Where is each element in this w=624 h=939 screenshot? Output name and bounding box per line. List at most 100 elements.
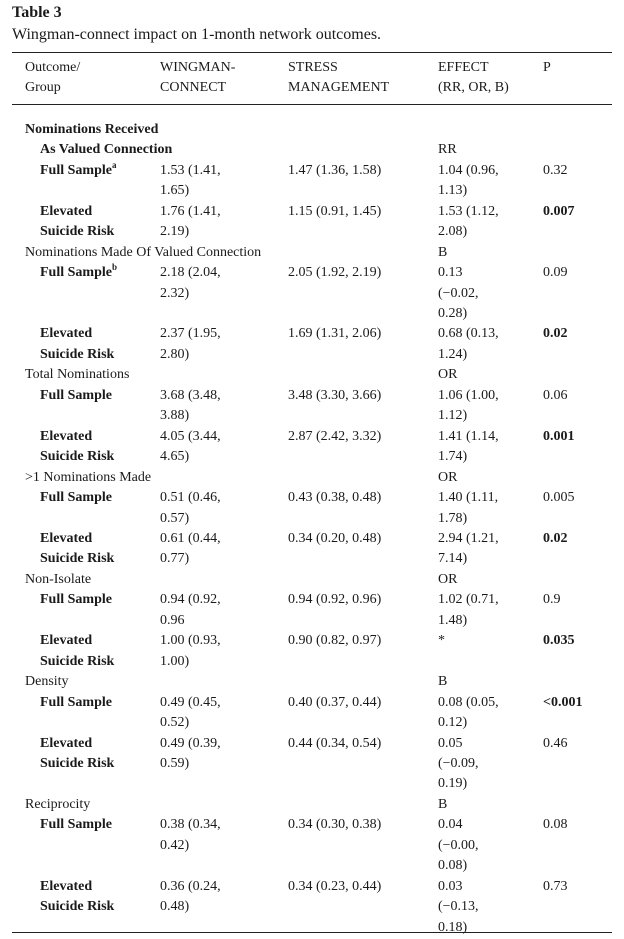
wingman-value: 1.53 (1.41, 1.65) xyxy=(160,162,221,199)
wingman-value: 1.00 (0.93, 1.00) xyxy=(160,633,221,669)
table-row: Full Sample 0.51 (0.46, 0.57) 0.43 (0.38, … xyxy=(25,488,613,529)
stress-value: 3.48 (3.30, 3.66) xyxy=(288,387,382,403)
group-label: Full Sample xyxy=(40,387,112,403)
stress-value: 1.15 (0.91, 1.45) xyxy=(288,203,382,219)
section-row: Non-Isolate OR xyxy=(25,570,613,590)
stress-value: 0.40 (0.37, 0.44) xyxy=(288,694,382,710)
header-wingman: WINGMAN- CONNECT xyxy=(160,60,236,96)
effect-type: B xyxy=(438,796,448,812)
wingman-value: 0.49 (0.39, 0.59) xyxy=(160,735,221,771)
section-label: Nominations Made Of Valued Connection xyxy=(25,244,262,260)
group-label: Full Sample xyxy=(40,490,112,506)
effect-value: * xyxy=(438,633,445,649)
wingman-value: 1.76 (1.41, 2.19) xyxy=(160,203,221,240)
section-label: Density xyxy=(25,674,69,690)
effect-value: 0.05 (−0.09, 0.19) xyxy=(438,735,479,792)
wingman-value: 0.36 (0.24, 0.48) xyxy=(160,878,221,915)
group-label: Elevated Suicide Risk xyxy=(40,203,115,240)
group-cell: Elevated Suicide Risk xyxy=(25,324,160,365)
group-label: Elevated Suicide Risk xyxy=(40,735,115,771)
section-label: Non-Isolate xyxy=(25,571,92,587)
wingman-value: 0.49 (0.45, 0.52) xyxy=(160,694,221,731)
stress-value: 0.34 (0.30, 0.38) xyxy=(288,817,382,833)
effect-type: OR xyxy=(438,469,458,485)
p-cell xyxy=(543,120,613,140)
group-cell: Full Sample xyxy=(25,590,160,631)
header-stress: STRESS MANAGEMENT xyxy=(288,60,390,96)
group-label: Full Sample xyxy=(40,592,112,608)
effect-value: 0.13 (−0.02, 0.28) xyxy=(438,265,479,321)
wingman-value: 0.94 (0.92, 0.96 xyxy=(160,592,221,628)
section-row: Nominations Received xyxy=(25,120,613,140)
section-label: Reciprocity xyxy=(25,796,91,812)
stress-value: 0.94 (0.92, 0.96) xyxy=(288,592,382,608)
bottom-rule xyxy=(12,932,612,933)
table-row: Elevated Suicide Risk 0.49 (0.39, 0.59) 0.… xyxy=(25,734,613,795)
group-cell: Full Sampleb xyxy=(25,263,160,324)
wingman-value: 2.37 (1.95, 2.80) xyxy=(160,326,221,362)
p-value: <0.001 xyxy=(543,694,583,710)
p-value: 0.001 xyxy=(543,428,575,444)
group-cell: Full Sample xyxy=(25,488,160,529)
table-row: Full Sample 0.49 (0.45, 0.52) 0.40 (0.37, … xyxy=(25,693,613,734)
section-label: Nominations Received xyxy=(25,121,159,137)
section-label: Total Nominations xyxy=(25,367,130,383)
section-label: >1 Nominations Made xyxy=(25,469,152,485)
group-cell: Full Sample xyxy=(25,693,160,734)
stress-value: 0.44 (0.34, 0.54) xyxy=(288,735,382,751)
effect-type: B xyxy=(438,674,448,690)
p-cell xyxy=(543,795,613,815)
section-label: As Valued Connection xyxy=(40,142,173,158)
stress-value: 0.34 (0.20, 0.48) xyxy=(288,530,382,546)
results-table: Outcome/ Group WINGMAN- CONNECT STRESS M… xyxy=(25,58,613,938)
group-cell: Elevated Suicide Risk xyxy=(25,877,160,938)
group-cell: Elevated Suicide Risk xyxy=(25,529,160,570)
group-label: Full Sample xyxy=(40,265,112,281)
effect-type: OR xyxy=(438,367,458,383)
effect-type: RR xyxy=(438,142,457,158)
table-row: Elevated Suicide Risk 1.76 (1.41, 2.19) 1.… xyxy=(25,202,613,243)
p-cell xyxy=(543,672,613,692)
p-cell xyxy=(543,570,613,590)
p-value: 0.035 xyxy=(543,633,575,649)
effect-value: 0.08 (0.05, 0.12) xyxy=(438,694,499,731)
p-value: 0.007 xyxy=(543,203,575,219)
stress-value: 2.87 (2.42, 3.32) xyxy=(288,428,382,444)
effect-type xyxy=(438,120,543,140)
wingman-value: 3.68 (3.48, 3.88) xyxy=(160,387,221,424)
stress-value: 2.05 (1.92, 2.19) xyxy=(288,265,382,281)
table-row: Full Sample 0.38 (0.34, 0.42) 0.34 (0.30, … xyxy=(25,815,613,876)
group-label: Elevated Suicide Risk xyxy=(40,530,115,567)
p-value: 0.73 xyxy=(543,878,568,894)
p-value: 0.08 xyxy=(543,817,568,833)
wingman-value: 4.05 (3.44, 4.65) xyxy=(160,428,221,465)
stress-value: 0.34 (0.23, 0.44) xyxy=(288,878,382,894)
stress-value: 1.47 (1.36, 1.58) xyxy=(288,162,382,178)
effect-type: B xyxy=(438,244,448,260)
table-title: Table 3 xyxy=(12,4,62,21)
group-cell: Elevated Suicide Risk xyxy=(25,202,160,243)
p-value: 0.02 xyxy=(543,326,568,342)
group-cell: Full Samplea xyxy=(25,160,160,202)
table-row: Full Sample 3.68 (3.48, 3.88) 3.48 (3.30, … xyxy=(25,386,613,427)
section-row: >1 Nominations Made OR xyxy=(25,468,613,488)
p-cell xyxy=(543,468,613,488)
table-row: Elevated Suicide Risk 2.37 (1.95, 2.80) 1.… xyxy=(25,324,613,365)
subsection-row: As Valued Connection RR xyxy=(25,140,613,160)
wingman-value: 0.51 (0.46, 0.57) xyxy=(160,490,221,526)
table-row: Elevated Suicide Risk 4.05 (3.44, 4.65) 2.… xyxy=(25,427,613,468)
group-cell: Full Sample xyxy=(25,815,160,876)
header-p: P xyxy=(543,60,551,75)
top-rule xyxy=(12,52,612,53)
effect-value: 0.04 (−0.00, 0.08) xyxy=(438,817,479,874)
stress-value: 0.43 (0.38, 0.48) xyxy=(288,490,382,506)
footnote-marker: b xyxy=(111,262,117,273)
wingman-value: 0.61 (0.44, 0.77) xyxy=(160,530,221,567)
p-cell xyxy=(543,243,613,263)
effect-value: 1.41 (1.14, 1.74) xyxy=(438,428,499,465)
group-label: Full Sample xyxy=(40,694,112,710)
wingman-value: 2.18 (2.04, 2.32) xyxy=(160,265,221,301)
wingman-value: 0.38 (0.34, 0.42) xyxy=(160,817,221,853)
group-label: Elevated Suicide Risk xyxy=(40,428,115,465)
table-row: Elevated Suicide Risk 0.36 (0.24, 0.48) 0.… xyxy=(25,877,613,938)
